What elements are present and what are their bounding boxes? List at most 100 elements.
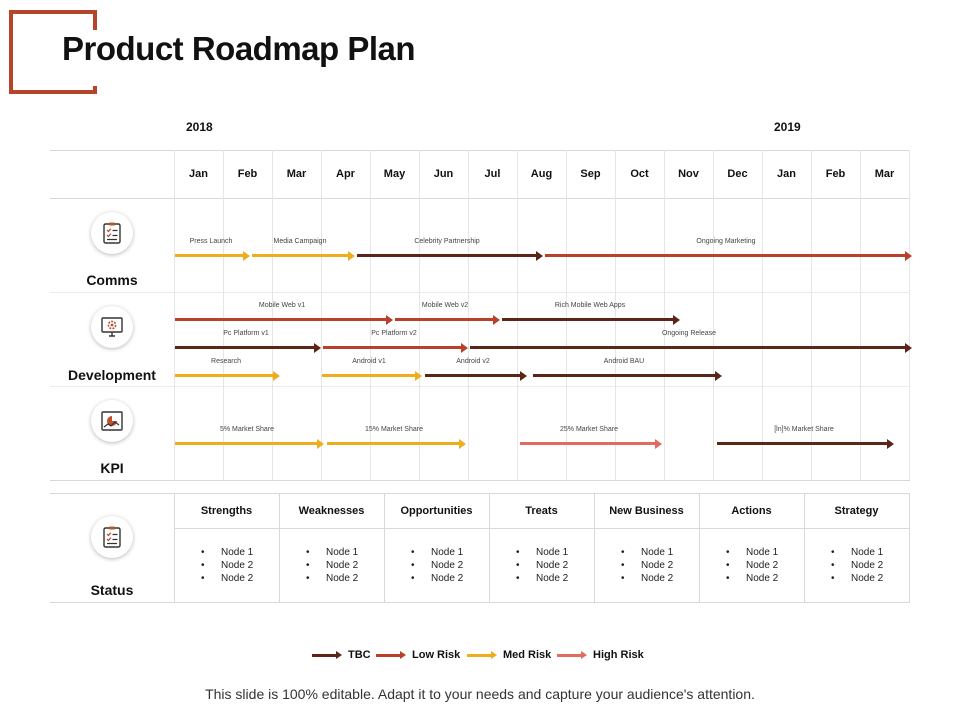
node-label: Node 1 [641,547,674,558]
grid-line [762,150,763,480]
month-header: Jun [433,168,454,180]
month-header: Feb [825,168,846,180]
grid-line [321,150,322,480]
roadmap-bar [175,342,321,353]
roadmap-bar [327,438,466,449]
legend-swatch-med-risk [467,650,497,659]
month-header: Dec [727,168,748,180]
bullet-icon: • [726,547,730,558]
node-label: Node 2 [326,560,359,571]
legend-swatch-tbc [312,650,342,659]
roadmap-bar-label: [ln]% Market Share [774,426,834,433]
list-item: • Node 2 [516,559,621,572]
grid-line [419,150,420,480]
title-bracket-decoration [9,10,97,94]
roadmap-bar [425,370,527,381]
list-item: • Node 2 [516,572,621,585]
roadmap-bar-label: Ongoing Release [661,330,717,337]
grid-line [594,493,595,602]
status-column-header: Opportunities [400,505,473,517]
roadmap-bar [175,370,280,381]
node-label: Node 2 [746,560,779,571]
grid-line [174,493,175,602]
list-item: • Node 1 [726,546,831,559]
bullet-icon: • [516,547,520,558]
page-title: Product Roadmap Plan [62,30,422,68]
roadmap-bar-label: Press Launch [189,238,233,245]
roadmap-bar [395,314,500,325]
legend-label: TBC [348,649,371,661]
node-label: Node 1 [221,547,254,558]
roadmap-bar-label: Celebrity Partnership [414,238,480,245]
roadmap-bar [520,438,662,449]
grid-line [50,480,910,481]
bullet-icon: • [621,573,625,584]
list-item: • Node 1 [831,546,936,559]
grid-line [384,493,385,602]
month-header: Mar [874,168,895,180]
footer-note: This slide is 100% editable. Adapt it to… [205,686,755,702]
status-column-header: New Business [609,505,684,517]
status-node-list: • Node 1 • Node 2 • Node 2 [201,546,306,585]
legend-swatch-high-risk [557,650,587,659]
node-label: Node 2 [746,573,779,584]
node-label: Node 2 [221,573,254,584]
grid-line [664,150,665,480]
roadmap-bar [323,342,468,353]
list-item: • Node 2 [831,559,936,572]
node-label: Node 2 [641,560,674,571]
node-label: Node 1 [851,547,884,558]
grid-line [50,198,910,199]
roadmap-bar [357,250,543,261]
chart-report-icon [91,400,133,442]
status-column-header: Actions [731,505,772,517]
month-header: Jan [189,168,208,180]
node-label: Node 2 [536,560,569,571]
bullet-icon: • [621,547,625,558]
status-column-header: Strengths [200,505,253,517]
monitor-gear-icon [91,306,133,348]
status-column-header: Strategy [834,505,879,517]
row-label-comms: Comms [86,272,138,288]
legend-label: Med Risk [503,649,552,661]
status-node-list: • Node 1 • Node 2 • Node 2 [516,546,621,585]
status-node-list: • Node 1 • Node 2 • Node 2 [726,546,831,585]
node-label: Node 2 [851,573,884,584]
node-label: Node 1 [431,547,464,558]
list-item: • Node 1 [306,546,411,559]
list-item: • Node 1 [621,546,726,559]
list-item: • Node 2 [411,559,516,572]
grid-line [713,150,714,480]
month-header: Jan [777,168,796,180]
grid-line [489,493,490,602]
grid-line [50,150,910,151]
grid-line [909,150,910,480]
list-item: • Node 2 [201,572,306,585]
grid-line [174,528,910,529]
roadmap-bar [175,314,393,325]
bullet-icon: • [831,547,835,558]
roadmap-bar [717,438,894,449]
legend-item-high-risk: High Risk [557,648,644,662]
grid-line [909,493,910,602]
node-label: Node 2 [431,560,464,571]
node-label: Node 1 [746,547,779,558]
list-item: • Node 2 [831,572,936,585]
roadmap-bar [533,370,722,381]
legend-label: High Risk [593,649,644,661]
row-label-development: Development [68,367,156,383]
month-header: Aug [530,168,553,180]
roadmap-bar-label: Mobile Web v2 [421,302,469,309]
bullet-icon: • [201,573,205,584]
bullet-icon: • [411,573,415,584]
grid-line [370,150,371,480]
grid-line [272,150,273,480]
list-item: • Node 1 [516,546,621,559]
legend-item-med-risk: Med Risk [467,648,551,662]
roadmap-bar-label: Rich Mobile Web Apps [554,302,626,309]
roadmap-bar [322,370,422,381]
month-header: Sep [580,168,601,180]
bullet-icon: • [411,560,415,571]
bullet-icon: • [411,547,415,558]
grid-line [517,150,518,480]
